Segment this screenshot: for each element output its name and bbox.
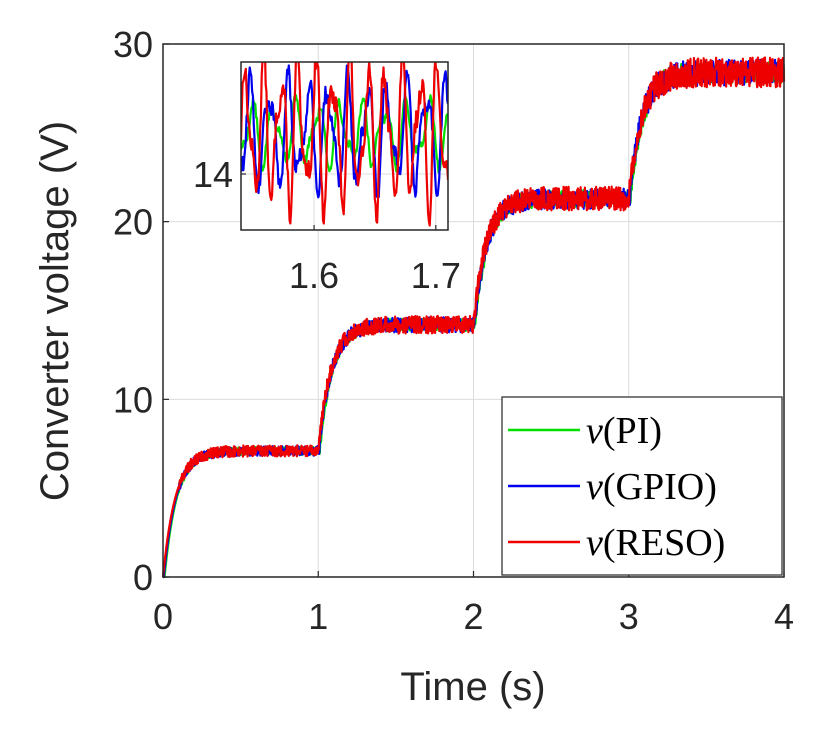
legend-label-pi: (PI) (603, 410, 662, 452)
main-ticks: 0 1 2 3 4 0 10 20 30 (113, 24, 794, 637)
legend: v(PI) v(GPIO) v(RESO) (501, 396, 783, 576)
x-tick-label: 1 (308, 596, 328, 637)
y-tick-label: 10 (113, 379, 153, 420)
series-line-vreso (161, 56, 786, 578)
inset-plot: 1.6 1.7 14 (193, 61, 461, 296)
legend-item-pi: v(PI) (508, 410, 662, 452)
svg-text:v(RESO): v(RESO) (586, 522, 725, 564)
inset-x-tick-label: 1.6 (289, 255, 339, 296)
x-tick-label: 3 (619, 596, 639, 637)
legend-var: v (586, 410, 603, 452)
legend-var: v (586, 522, 603, 564)
x-axis-label: Time (s) (400, 665, 545, 709)
x-tick-label: 2 (463, 596, 483, 637)
svg-text:v(PI): v(PI) (586, 410, 662, 452)
legend-var: v (586, 466, 603, 508)
inset-ticks: 1.6 1.7 14 (193, 154, 461, 296)
y-tick-label: 30 (113, 24, 153, 65)
x-tick-label: 0 (153, 596, 173, 637)
main-series (161, 56, 786, 579)
x-tick-label: 4 (774, 596, 794, 637)
svg-text:v(GPIO): v(GPIO) (586, 466, 717, 508)
inset-x-tick-label: 1.7 (411, 255, 461, 296)
y-tick-label: 0 (133, 557, 153, 598)
inset-series-line-vreso (241, 62, 448, 227)
y-tick-label: 20 (113, 202, 153, 243)
inset-axes-box (240, 61, 449, 231)
legend-item-reso: v(RESO) (508, 522, 725, 564)
y-axis-label: Converter voltage (V) (33, 121, 77, 501)
inset-series (241, 62, 448, 227)
legend-label-gpio: (GPIO) (603, 466, 717, 508)
legend-item-gpio: v(GPIO) (508, 466, 717, 508)
legend-label-reso: (RESO) (603, 522, 725, 564)
inset-y-tick-label: 14 (193, 154, 233, 195)
